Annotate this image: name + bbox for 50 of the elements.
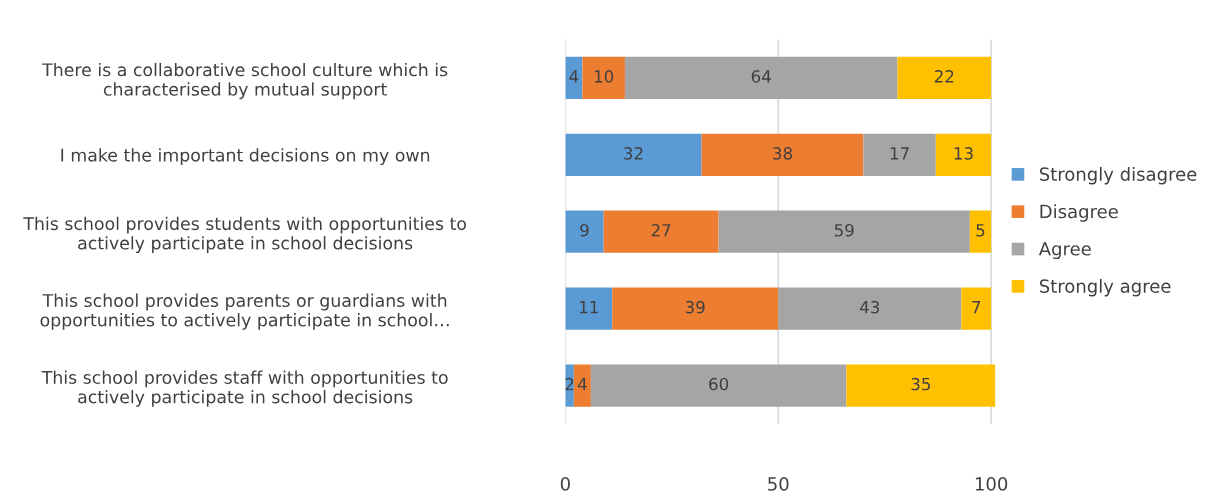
data-label: 39 [685, 300, 705, 314]
data-label: 35 [911, 377, 931, 391]
bar [718, 210, 970, 253]
bar [897, 56, 992, 100]
data-label: 43 [859, 300, 880, 314]
data-label: 13 [954, 147, 973, 160]
data-label: 27 [651, 223, 671, 237]
data-label: 2 [565, 377, 574, 391]
data-label: 4 [569, 70, 579, 83]
bar [565, 210, 604, 253]
data-label: 17 [890, 147, 909, 160]
x-tick-label: 0 [560, 477, 570, 491]
data-label: 11 [579, 301, 598, 314]
data-label: 9 [580, 223, 589, 237]
bar [603, 210, 719, 253]
bar [969, 210, 992, 253]
bar [565, 287, 613, 330]
y-tick-label: This school provides students with opportunities to actively participate in school decisions [23, 216, 466, 253]
legend-label: Strongly disagree [1039, 166, 1197, 185]
data-label: 7 [972, 301, 981, 314]
y-tick-label: This school provides parents or guardians with opportunities to actively participate in school… [40, 293, 449, 330]
bar [778, 287, 962, 330]
data-label: 10 [594, 70, 614, 83]
bar [961, 287, 992, 330]
bar [863, 133, 936, 176]
bar [701, 133, 864, 176]
data-label: 22 [934, 70, 954, 83]
y-tick-label: I make the important decisions on my own [61, 148, 430, 166]
bar [846, 364, 996, 407]
data-label: 32 [624, 147, 643, 160]
data-label: 38 [773, 147, 792, 160]
data-label: 59 [834, 223, 854, 237]
data-label: 60 [709, 377, 729, 391]
y-tick-label: There is a collaborative school culture which is characterised by mutual support [42, 62, 448, 100]
bar [612, 287, 779, 330]
bar [573, 364, 591, 407]
x-tick-label: 50 [768, 477, 789, 491]
bar [582, 56, 625, 100]
legend-label: Strongly agree [1039, 278, 1171, 297]
bar [935, 133, 992, 176]
data-label: 64 [751, 70, 771, 83]
data-label: 4 [577, 377, 587, 391]
bar [565, 133, 702, 176]
x-tick-label: 100 [975, 477, 1008, 491]
bar [590, 364, 847, 407]
y-tick-label: This school provides staff with opportunities to actively participate in school decisions [41, 370, 448, 407]
data-label: 5 [976, 224, 985, 237]
legend-label: Agree [1038, 242, 1091, 260]
legend-label: Disagree [1040, 204, 1118, 222]
bar [624, 56, 898, 100]
